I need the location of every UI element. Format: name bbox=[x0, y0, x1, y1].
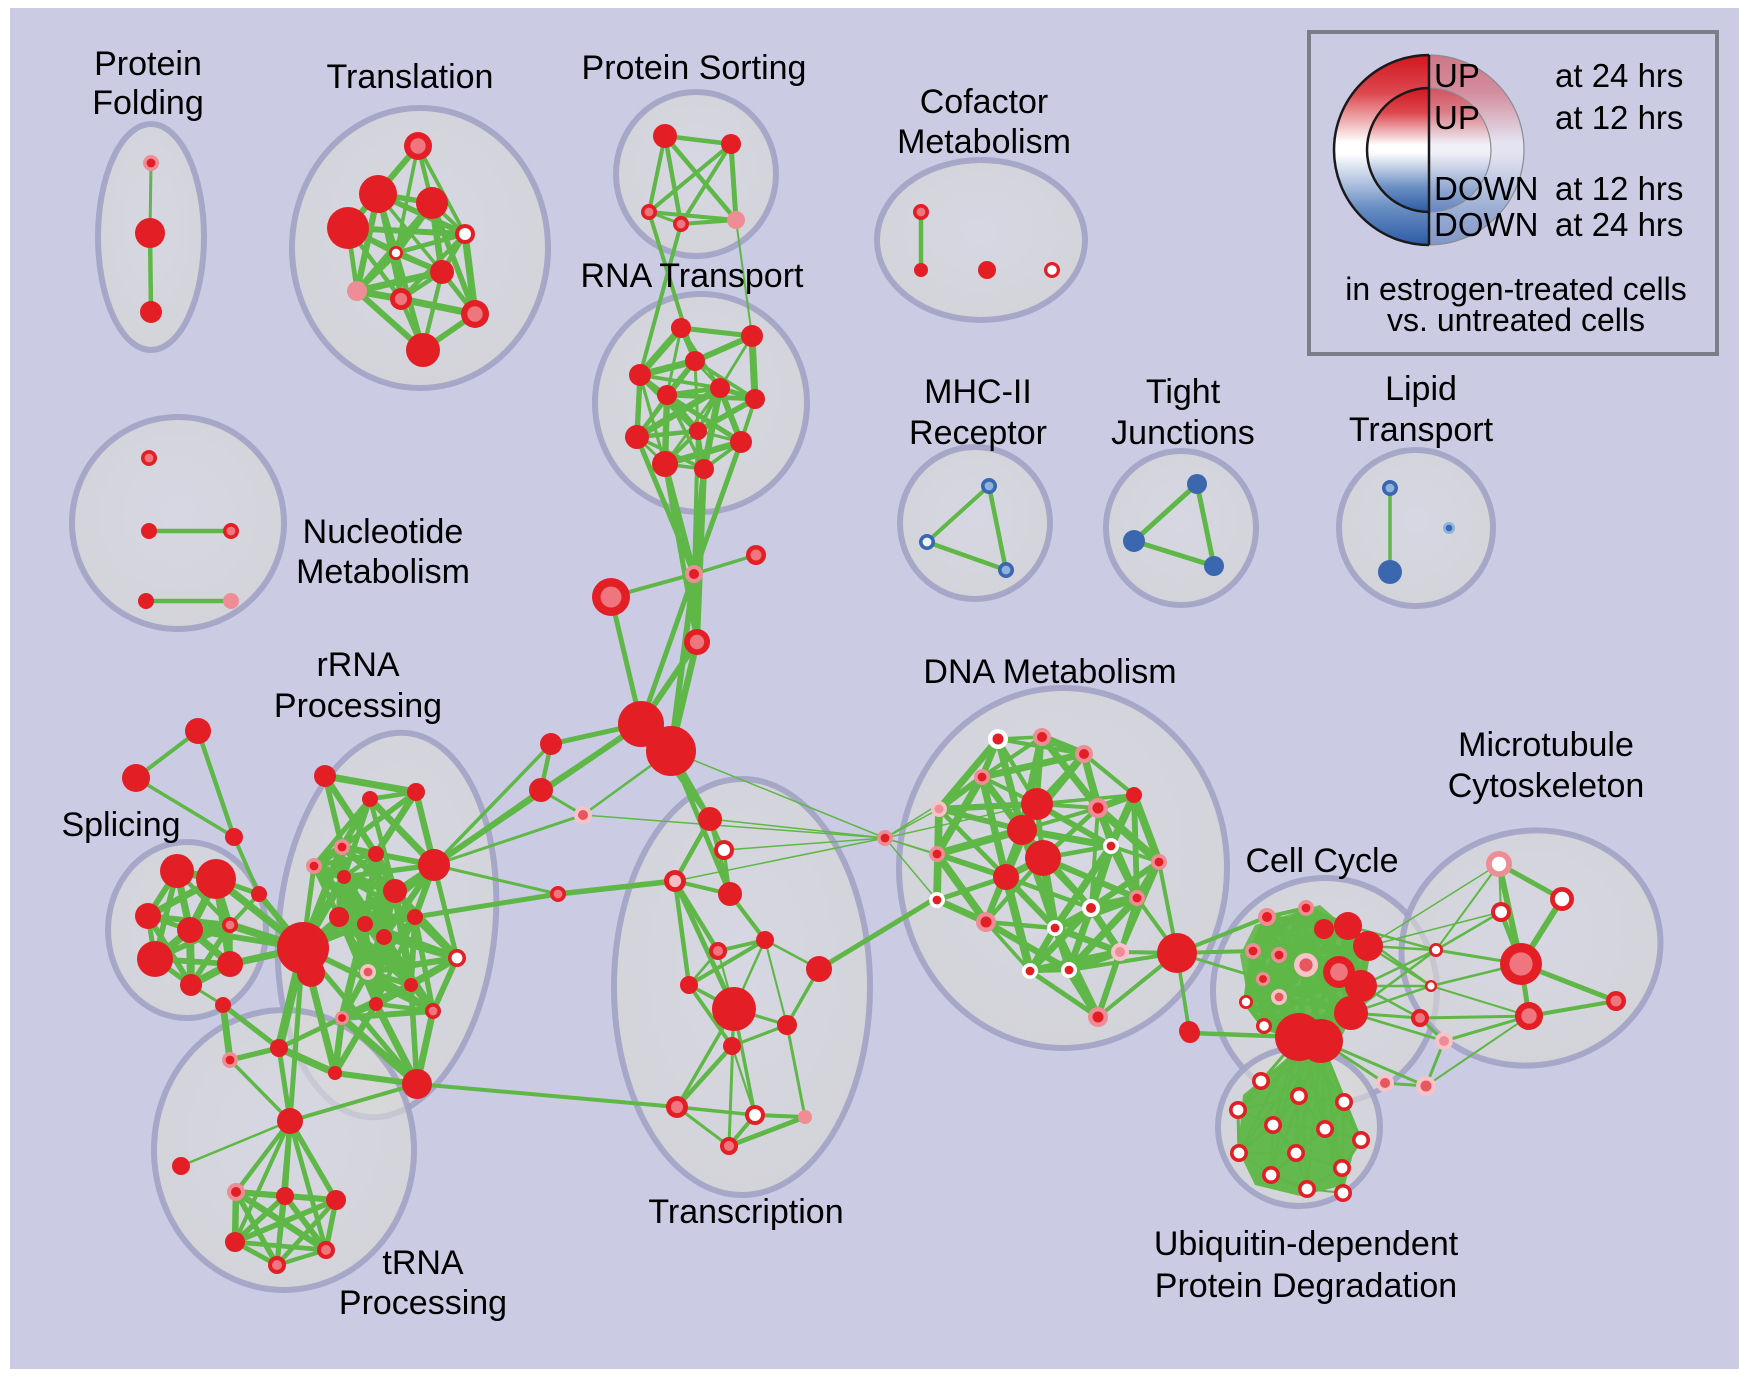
svg-text:Microtubule: Microtubule bbox=[1458, 726, 1634, 764]
svg-text:Metabolism: Metabolism bbox=[897, 123, 1071, 161]
svg-text:Metabolism: Metabolism bbox=[296, 553, 470, 591]
svg-text:tRNA: tRNA bbox=[382, 1244, 464, 1282]
svg-text:Transcription: Transcription bbox=[648, 1193, 843, 1231]
svg-text:DOWN: DOWN bbox=[1434, 206, 1538, 243]
svg-text:Lipid: Lipid bbox=[1385, 370, 1457, 408]
svg-text:Receptor: Receptor bbox=[909, 414, 1047, 452]
svg-text:Ubiquitin-dependent: Ubiquitin-dependent bbox=[1154, 1225, 1459, 1263]
svg-text:RNA Transport: RNA Transport bbox=[581, 257, 805, 295]
svg-text:rRNA: rRNA bbox=[316, 646, 399, 684]
svg-text:Protein Sorting: Protein Sorting bbox=[582, 49, 807, 87]
svg-text:Cofactor: Cofactor bbox=[920, 83, 1049, 121]
svg-text:in estrogen-treated cells: in estrogen-treated cells bbox=[1345, 271, 1687, 307]
svg-text:at 12 hrs: at 12 hrs bbox=[1555, 99, 1683, 136]
svg-text:Cell Cycle: Cell Cycle bbox=[1245, 842, 1398, 880]
svg-text:Protein Degradation: Protein Degradation bbox=[1155, 1267, 1457, 1305]
svg-text:Tight: Tight bbox=[1146, 373, 1221, 411]
svg-text:UP: UP bbox=[1434, 57, 1480, 94]
svg-text:Transport: Transport bbox=[1349, 411, 1494, 449]
svg-text:Processing: Processing bbox=[274, 687, 442, 725]
svg-text:vs. untreated cells: vs. untreated cells bbox=[1387, 302, 1645, 338]
svg-text:at 24 hrs: at 24 hrs bbox=[1555, 206, 1683, 243]
svg-text:at 24 hrs: at 24 hrs bbox=[1555, 57, 1683, 94]
svg-text:Splicing: Splicing bbox=[61, 806, 180, 844]
svg-text:MHC-II: MHC-II bbox=[924, 373, 1032, 411]
svg-text:Nucleotide: Nucleotide bbox=[303, 513, 464, 551]
svg-text:at 12 hrs: at 12 hrs bbox=[1555, 170, 1683, 207]
svg-text:Cytoskeleton: Cytoskeleton bbox=[1448, 767, 1645, 805]
svg-text:Protein: Protein bbox=[94, 45, 202, 83]
svg-text:Folding: Folding bbox=[92, 84, 204, 122]
svg-text:DOWN: DOWN bbox=[1434, 170, 1538, 207]
svg-text:DNA Metabolism: DNA Metabolism bbox=[923, 653, 1176, 691]
svg-text:Processing: Processing bbox=[339, 1284, 507, 1322]
svg-text:Translation: Translation bbox=[327, 58, 494, 96]
svg-text:Junctions: Junctions bbox=[1111, 414, 1255, 452]
svg-text:UP: UP bbox=[1434, 99, 1480, 136]
